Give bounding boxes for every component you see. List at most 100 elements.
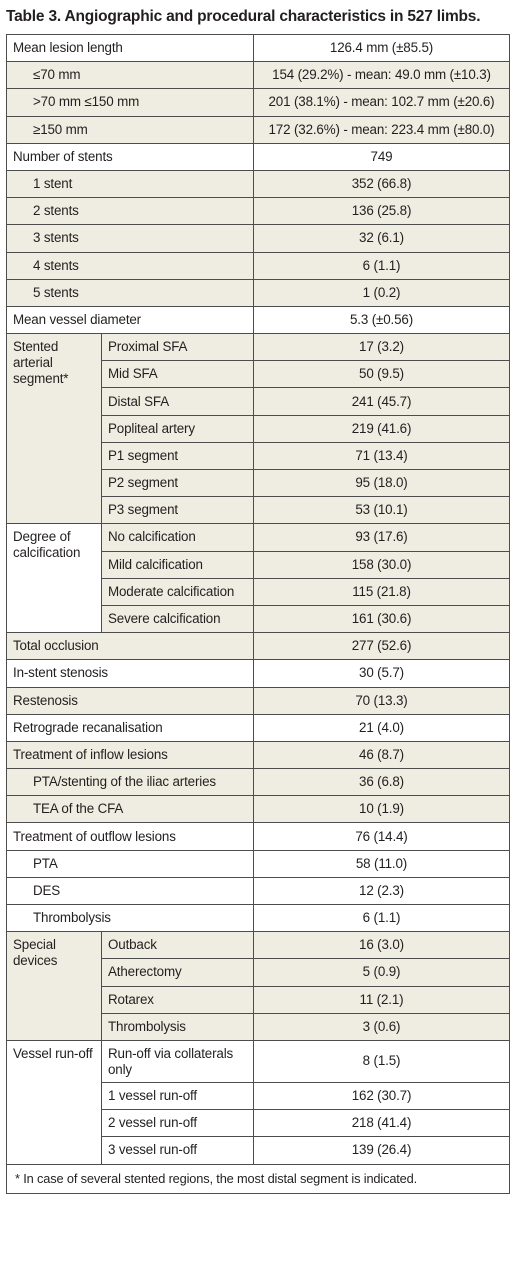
row-label: Mid SFA bbox=[101, 360, 254, 389]
table-row: P3 segment 53 (10.1) bbox=[7, 496, 510, 525]
row-value: 172 (32.6%) - mean: 223.4 mm (±80.0) bbox=[253, 115, 510, 144]
row-value: 277 (52.6) bbox=[253, 632, 510, 661]
table-row: 3 stents 32 (6.1) bbox=[6, 224, 510, 253]
table-row: 4 stents 6 (1.1) bbox=[6, 251, 510, 280]
table-row: P1 segment 71 (13.4) bbox=[7, 441, 510, 471]
table-row: TEA of the CFA 10 (1.9) bbox=[6, 795, 510, 824]
table-row: Moderate calcification 115 (21.8) bbox=[7, 577, 510, 606]
row-value: 154 (29.2%) - mean: 49.0 mm (±10.3) bbox=[253, 61, 510, 90]
row-label: P3 segment bbox=[101, 496, 254, 525]
table-row: Treatment of outflow lesions 76 (14.4) bbox=[6, 822, 510, 851]
row-label: Proximal SFA bbox=[101, 333, 254, 362]
table-row: Mean vessel diameter 5.3 (±0.56) bbox=[6, 305, 510, 335]
row-label: Mild calcification bbox=[101, 550, 254, 579]
row-label: Rotarex bbox=[101, 985, 254, 1014]
row-label: Distal SFA bbox=[101, 387, 254, 416]
row-value: 53 (10.1) bbox=[253, 496, 510, 525]
table-row: 2 stents 136 (25.8) bbox=[6, 197, 510, 226]
row-value: 749 bbox=[253, 142, 510, 171]
table-row: Special devices Outback 16 (3.0) bbox=[6, 931, 510, 1041]
row-value: 161 (30.6) bbox=[253, 604, 510, 634]
row-label: PTA/stenting of the iliac arteries bbox=[6, 768, 254, 797]
row-label: ≤70 mm bbox=[6, 61, 254, 90]
row-label: Severe calcification bbox=[101, 604, 254, 634]
row-value: 219 (41.6) bbox=[253, 414, 510, 443]
row-label: Retrograde recanalisation bbox=[6, 713, 254, 742]
row-value: 3 (0.6) bbox=[253, 1012, 510, 1041]
table-row: PTA/stenting of the iliac arteries 36 (6… bbox=[6, 768, 510, 797]
row-label: 4 stents bbox=[6, 251, 254, 280]
row-label: Mean vessel diameter bbox=[6, 305, 254, 335]
row-label: P2 segment bbox=[101, 468, 254, 498]
row-value: 16 (3.0) bbox=[253, 931, 510, 960]
row-value: 17 (3.2) bbox=[253, 333, 510, 362]
row-value: 21 (4.0) bbox=[253, 713, 510, 742]
table-row: Number of stents 749 bbox=[6, 142, 510, 171]
row-value: 218 (41.4) bbox=[253, 1109, 510, 1138]
table-row: Popliteal artery 219 (41.6) bbox=[7, 414, 510, 443]
table-footnote: * In case of several stented regions, th… bbox=[6, 1163, 510, 1194]
row-label: Restenosis bbox=[6, 686, 254, 715]
characteristics-table: Mean lesion length 126.4 mm (±85.5) ≤70 … bbox=[6, 33, 510, 1194]
row-label: No calcification bbox=[101, 523, 254, 552]
row-label: Total occlusion bbox=[6, 632, 254, 661]
table-row: Mid SFA 50 (9.5) bbox=[7, 360, 510, 389]
table-row: 3 vessel run-off 139 (26.4) bbox=[7, 1136, 510, 1165]
table-row: Vessel run-off Run-off via collaterals o… bbox=[6, 1039, 510, 1165]
table-row: PTA 58 (11.0) bbox=[6, 849, 510, 878]
row-value: 46 (8.7) bbox=[253, 740, 510, 770]
row-label: P1 segment bbox=[101, 441, 254, 471]
table-row: >70 mm ≤150 mm 201 (38.1%) - mean: 102.7… bbox=[6, 88, 510, 117]
row-value: 115 (21.8) bbox=[253, 577, 510, 606]
row-value: 6 (1.1) bbox=[253, 251, 510, 280]
table-row: * In case of several stented regions, th… bbox=[6, 1163, 510, 1194]
row-value: 58 (11.0) bbox=[253, 849, 510, 878]
table-row: Thrombolysis 3 (0.6) bbox=[7, 1012, 510, 1041]
table-row: 2 vessel run-off 218 (41.4) bbox=[7, 1109, 510, 1138]
row-label: Mean lesion length bbox=[6, 33, 254, 63]
row-label: 5 stents bbox=[6, 278, 254, 307]
table-row: Total occlusion 277 (52.6) bbox=[6, 632, 510, 661]
row-label: Treatment of inflow lesions bbox=[6, 740, 254, 770]
table-title: Table 3. Angiographic and procedural cha… bbox=[6, 8, 481, 25]
table-row: Thrombolysis 6 (1.1) bbox=[6, 903, 510, 933]
table-row: In-stent stenosis 30 (5.7) bbox=[6, 659, 510, 688]
row-label: Outback bbox=[101, 931, 254, 960]
row-label: Number of stents bbox=[6, 142, 254, 171]
row-value: 139 (26.4) bbox=[253, 1136, 510, 1165]
row-value: 162 (30.7) bbox=[253, 1081, 510, 1111]
table-row: DES 12 (2.3) bbox=[6, 876, 510, 906]
group-label-stented-segment: Stented arterial segment* bbox=[6, 333, 102, 525]
group-label-calcification: Degree of calcification bbox=[6, 523, 102, 634]
table-row: ≥150 mm 172 (32.6%) - mean: 223.4 mm (±8… bbox=[6, 115, 510, 144]
row-label: PTA bbox=[6, 849, 254, 878]
table-row: ≤70 mm 154 (29.2%) - mean: 49.0 mm (±10.… bbox=[6, 61, 510, 90]
table-row: 1 stent 352 (66.8) bbox=[6, 169, 510, 199]
table-row: Retrograde recanalisation 21 (4.0) bbox=[6, 713, 510, 742]
row-label: 2 stents bbox=[6, 197, 254, 226]
row-value: 71 (13.4) bbox=[253, 441, 510, 471]
row-label: 1 stent bbox=[6, 169, 254, 199]
row-value: 50 (9.5) bbox=[253, 360, 510, 389]
row-value: 36 (6.8) bbox=[253, 768, 510, 797]
row-label: 3 stents bbox=[6, 224, 254, 253]
group-label-special-devices: Special devices bbox=[6, 931, 102, 1041]
table-row: Restenosis 70 (13.3) bbox=[6, 686, 510, 715]
row-value: 158 (30.0) bbox=[253, 550, 510, 579]
row-label: In-stent stenosis bbox=[6, 659, 254, 688]
row-label: TEA of the CFA bbox=[6, 795, 254, 824]
row-value: 8 (1.5) bbox=[253, 1039, 510, 1083]
row-value: 10 (1.9) bbox=[253, 795, 510, 824]
row-value: 1 (0.2) bbox=[253, 278, 510, 307]
row-value: 5.3 (±0.56) bbox=[253, 305, 510, 335]
row-label: 3 vessel run-off bbox=[101, 1136, 254, 1165]
row-value: 126.4 mm (±85.5) bbox=[253, 33, 510, 63]
row-value: 30 (5.7) bbox=[253, 659, 510, 688]
row-label: Thrombolysis bbox=[101, 1012, 254, 1041]
row-value: 5 (0.9) bbox=[253, 958, 510, 987]
row-value: 201 (38.1%) - mean: 102.7 mm (±20.6) bbox=[253, 88, 510, 117]
row-value: 93 (17.6) bbox=[253, 523, 510, 552]
row-value: 11 (2.1) bbox=[253, 985, 510, 1014]
group-label-vessel-runoff: Vessel run-off bbox=[6, 1039, 102, 1165]
